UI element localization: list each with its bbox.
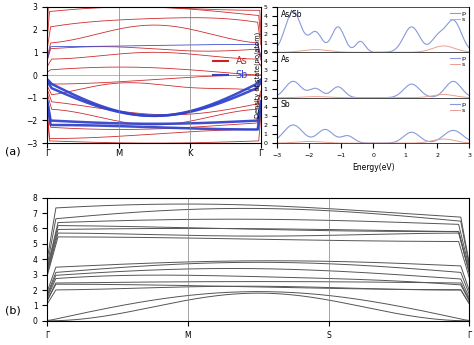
p: [274, 137, 280, 141]
Y-axis label: Density of state(no/atom): Density of state(no/atom): [254, 32, 261, 118]
Legend: As, Sb: As, Sb: [209, 52, 252, 84]
s: [396, 50, 401, 55]
s: [466, 141, 472, 145]
s: [380, 96, 385, 100]
p: [466, 138, 472, 142]
Line: p: p: [277, 125, 469, 143]
s: [414, 96, 420, 100]
p: [337, 26, 343, 30]
p: [337, 85, 343, 89]
p: [415, 86, 420, 90]
Line: p: p: [277, 81, 469, 98]
p: [298, 85, 303, 89]
Text: Sb: Sb: [281, 100, 291, 109]
s: [466, 50, 472, 54]
Text: (a): (a): [5, 147, 20, 157]
Text: As/Sb: As/Sb: [281, 9, 302, 18]
s: [413, 141, 419, 145]
s: [466, 96, 472, 100]
s: [337, 96, 343, 100]
X-axis label: Energy(eV): Energy(eV): [352, 164, 394, 172]
p: [370, 141, 376, 145]
s: [441, 44, 447, 48]
s: [350, 50, 356, 55]
p: [351, 136, 356, 140]
s: [413, 96, 419, 100]
s: [297, 49, 303, 53]
s: [350, 96, 356, 100]
p: [274, 93, 280, 98]
p: [414, 85, 419, 89]
p: [466, 93, 472, 98]
s: [350, 141, 356, 145]
p: [414, 29, 419, 33]
p: [298, 23, 303, 27]
p: [337, 135, 343, 139]
p: [415, 133, 420, 137]
Line: s: s: [277, 46, 469, 52]
Text: As: As: [281, 55, 290, 63]
p: [414, 132, 419, 136]
s: [396, 141, 401, 145]
p: [396, 92, 402, 96]
p: [351, 45, 356, 49]
p: [290, 79, 296, 83]
s: [380, 50, 385, 55]
p: [370, 50, 376, 55]
p: [415, 31, 420, 35]
s: [441, 92, 447, 97]
s: [396, 96, 401, 100]
p: [351, 95, 356, 99]
s: [274, 50, 280, 55]
s: [441, 137, 447, 141]
p: [370, 96, 375, 100]
Legend: p, s: p, s: [450, 56, 466, 68]
Line: s: s: [277, 139, 469, 143]
s: [414, 141, 420, 145]
Text: (b): (b): [5, 306, 20, 315]
p: [396, 138, 402, 142]
s: [413, 50, 419, 54]
s: [414, 50, 420, 54]
p: [466, 46, 472, 50]
p: [274, 45, 280, 49]
s: [337, 141, 343, 145]
Line: p: p: [277, 11, 469, 52]
p: [298, 128, 303, 132]
s: [297, 95, 303, 99]
Line: s: s: [277, 95, 469, 98]
s: [274, 96, 280, 100]
Legend: p, s: p, s: [450, 101, 466, 114]
s: [377, 141, 383, 145]
p: [290, 123, 296, 127]
Legend: p, s: p, s: [450, 10, 466, 23]
s: [297, 140, 303, 144]
p: [396, 43, 402, 47]
p: [290, 9, 296, 13]
s: [274, 141, 280, 145]
s: [337, 50, 343, 54]
